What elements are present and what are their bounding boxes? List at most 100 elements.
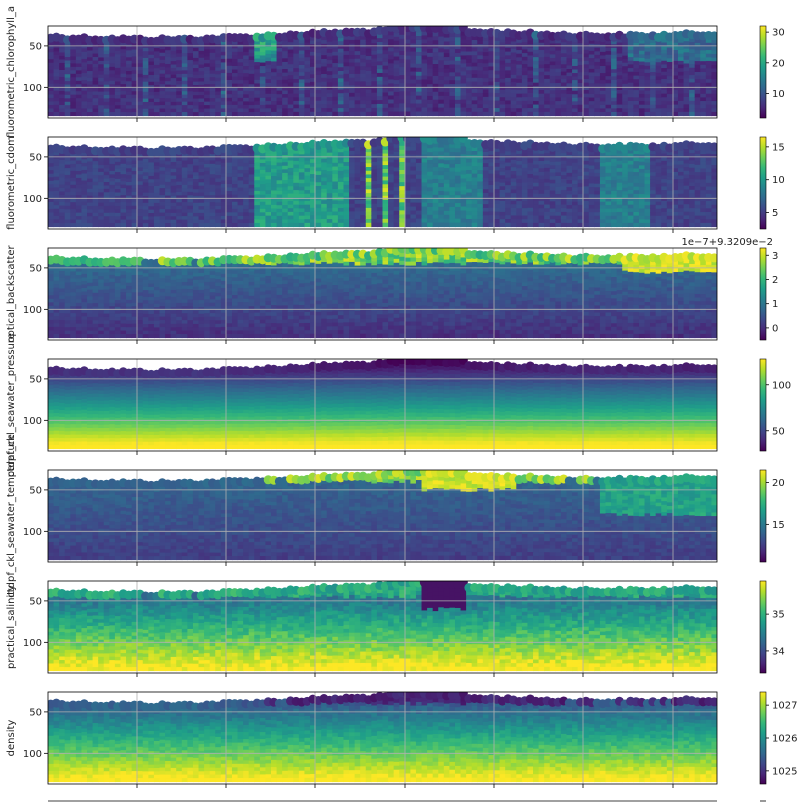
cell: [337, 89, 345, 94]
cell: [572, 104, 579, 110]
cell: [376, 88, 384, 93]
cell: [438, 206, 445, 212]
cell: [711, 50, 717, 55]
cell: [187, 67, 194, 72]
cell: [142, 179, 149, 184]
cell: [315, 108, 322, 113]
cell: [488, 107, 495, 113]
cell: [622, 52, 629, 57]
cell: [438, 60, 445, 65]
cell: [142, 216, 149, 221]
cell: [176, 157, 183, 162]
cell: [287, 197, 294, 202]
cell: [482, 89, 490, 94]
cell: [304, 97, 311, 102]
cell: [538, 108, 545, 113]
cell: [209, 153, 216, 158]
cell: [332, 147, 339, 153]
cell: [148, 44, 155, 49]
cell: [259, 187, 267, 192]
cell: [220, 173, 227, 178]
cell: [343, 165, 350, 171]
cell: [304, 42, 311, 47]
cell: [560, 182, 568, 187]
cell: [382, 191, 389, 197]
cell: [611, 83, 618, 88]
cell: [310, 177, 317, 183]
cell: [577, 97, 584, 102]
cell: [321, 81, 328, 86]
cell: [243, 198, 250, 203]
cell: [114, 178, 122, 183]
cell: [114, 47, 122, 52]
cell: [220, 65, 227, 71]
cell: [566, 79, 573, 84]
cell: [64, 178, 71, 183]
cell: [98, 178, 105, 183]
cell: [482, 222, 490, 228]
cell: [332, 89, 339, 94]
cell: [226, 191, 233, 196]
cell: [365, 193, 372, 198]
cell: [494, 177, 501, 183]
cell: [365, 174, 372, 179]
cell: [131, 94, 138, 99]
cell: [661, 108, 668, 113]
cell: [192, 78, 200, 83]
cell: [482, 148, 490, 153]
cell: [293, 208, 300, 213]
cell: [365, 152, 372, 157]
cell: [371, 199, 378, 205]
cell: [415, 75, 423, 81]
cell: [153, 108, 161, 113]
cell: [399, 59, 406, 64]
cell: [622, 101, 629, 106]
cell: [276, 87, 283, 92]
cell: [700, 61, 707, 66]
cell: [538, 50, 545, 55]
cell: [181, 205, 188, 210]
cell: [454, 33, 462, 38]
cell: [187, 53, 194, 58]
cell: [343, 173, 350, 178]
cell: [276, 222, 283, 228]
cell: [265, 43, 272, 48]
cell: [215, 112, 222, 117]
cell: [371, 207, 378, 212]
cell: [48, 166, 55, 171]
cell: [315, 104, 322, 109]
cell: [477, 162, 484, 167]
cell: [192, 192, 200, 197]
cell: [376, 111, 384, 117]
cell: [672, 39, 679, 44]
cell: [137, 163, 144, 169]
cell: [488, 104, 495, 109]
cell: [87, 71, 94, 76]
cell: [92, 202, 99, 207]
cell: [555, 54, 562, 59]
cell: [683, 52, 690, 57]
cell: [488, 162, 495, 167]
cell: [438, 143, 445, 149]
cell: [254, 62, 261, 67]
cell: [176, 171, 183, 176]
cell: [181, 177, 188, 182]
cell: [388, 202, 395, 208]
cell: [544, 93, 551, 98]
cell: [142, 209, 149, 214]
cell: [215, 57, 222, 62]
cell: [131, 108, 138, 113]
cell: [432, 222, 439, 228]
cell: [220, 87, 227, 92]
cell: [165, 67, 172, 72]
cell: [165, 185, 172, 190]
cell: [533, 111, 540, 117]
cell: [438, 32, 445, 38]
cell: [533, 200, 540, 206]
cell: [187, 216, 194, 221]
cell: [521, 75, 529, 80]
cell: [198, 71, 205, 76]
cell: [64, 43, 71, 48]
cell: [566, 162, 573, 167]
cell: [103, 98, 110, 103]
